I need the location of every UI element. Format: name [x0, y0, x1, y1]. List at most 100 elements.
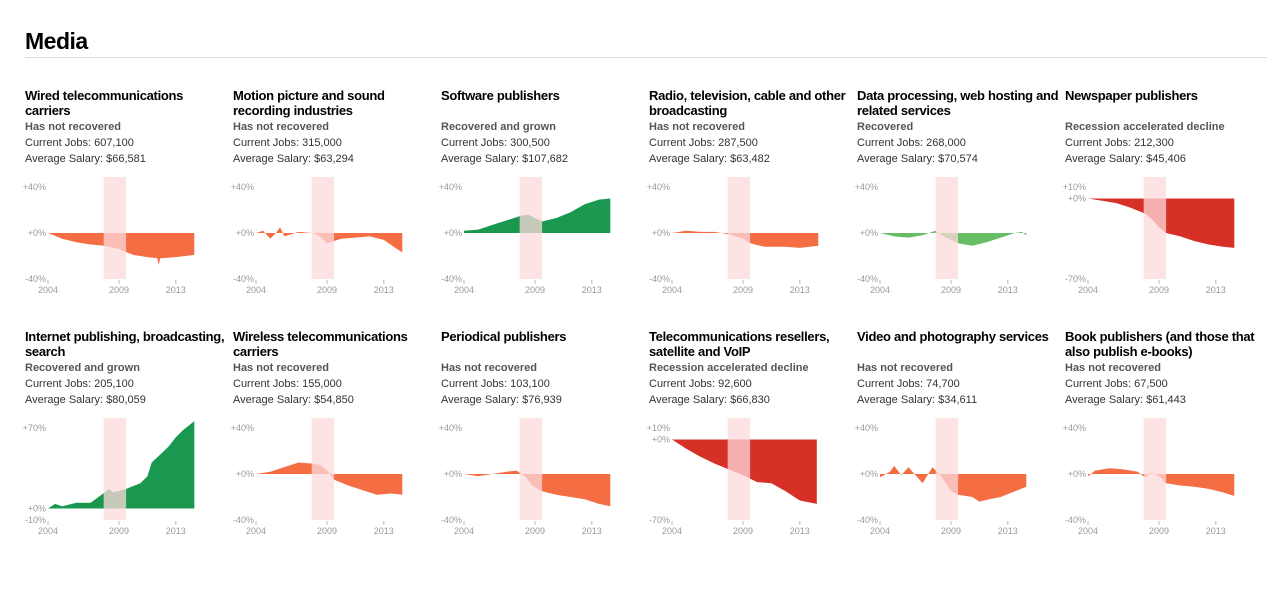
y-tick-label: +40%: [23, 182, 46, 192]
panel-title: Periodical publishers: [441, 329, 567, 344]
area-chart: +40% +0% -40%2004 2009 2013: [231, 418, 403, 536]
panel-title: Book publishers (and those that also pub…: [1065, 329, 1255, 359]
current-jobs: Current Jobs: 92,600: [649, 378, 752, 390]
average-salary: Average Salary: $45,406: [1065, 153, 1186, 165]
current-jobs: Current Jobs: 287,500: [649, 137, 758, 149]
area-chart: +40% +0% -40%2004 2009 2013: [647, 177, 819, 295]
panel-title: Radio, television, cable and other broad…: [649, 88, 846, 118]
panel-title: Wired telecommunications carriers: [25, 88, 184, 118]
recession-band: [103, 418, 127, 520]
x-tick-label: 2004: [870, 526, 890, 536]
job-change-area: [48, 421, 195, 509]
x-tick-label: 2004: [454, 285, 474, 295]
x-tick-label: 2009: [1149, 526, 1169, 536]
y-tick-label: +0%: [652, 228, 670, 238]
recession-band: [1143, 418, 1167, 520]
recovery-status: Has not recovered: [649, 121, 745, 133]
x-tick-label: 2013: [790, 526, 810, 536]
x-tick-label: 2009: [317, 526, 337, 536]
chart-panel: Motion picture and sound recording indus…: [231, 80, 438, 310]
job-change-area: [1088, 468, 1235, 496]
panel-title: Internet publishing, broadcasting, searc…: [25, 329, 225, 359]
y-tick-label: +0%: [860, 228, 878, 238]
y-tick-label: +0%: [444, 469, 462, 479]
x-tick-label: 2009: [941, 285, 961, 295]
panel-title: Newspaper publishers: [1065, 88, 1198, 103]
current-jobs: Current Jobs: 300,500: [441, 137, 550, 149]
recovery-status: Recovered and grown: [25, 362, 140, 374]
area-chart: +10% +0% -70%2004 2009 2013: [1063, 177, 1235, 295]
chart-panel: Video and photography services Has not re…: [855, 321, 1062, 551]
average-salary: Average Salary: $63,482: [649, 153, 770, 165]
x-tick-label: 2009: [1149, 285, 1169, 295]
chart-panel: Internet publishing, broadcasting, searc…: [23, 321, 230, 551]
y-tick-label: +0%: [28, 228, 46, 238]
x-tick-label: 2004: [246, 285, 266, 295]
y-tick-label: +40%: [231, 423, 254, 433]
panel-title: Wireless telecommunications carriers: [233, 329, 408, 359]
y-tick-label: +0%: [860, 469, 878, 479]
recession-band: [727, 177, 751, 279]
y-tick-label: +40%: [1063, 423, 1086, 433]
x-tick-label: 2013: [166, 526, 186, 536]
x-tick-label: 2009: [733, 526, 753, 536]
recovery-status: Recovered: [857, 121, 914, 133]
y-tick-label: +40%: [439, 423, 462, 433]
recovery-status: Has not recovered: [25, 121, 121, 133]
area-chart: +40% +0% -40%2004 2009 2013: [439, 177, 611, 295]
current-jobs: Current Jobs: 268,000: [857, 137, 966, 149]
y-tick-label: -40%: [1065, 515, 1086, 525]
job-change-area: [464, 470, 611, 507]
current-jobs: Current Jobs: 74,700: [857, 378, 960, 390]
recession-band: [935, 418, 959, 520]
x-tick-label: 2013: [790, 285, 810, 295]
area-chart: +40% +0% -40%2004 2009 2013: [231, 177, 403, 295]
current-jobs: Current Jobs: 315,000: [233, 137, 342, 149]
y-tick-label: +40%: [855, 182, 878, 192]
x-tick-label: 2013: [374, 285, 394, 295]
section-title: Media: [25, 28, 88, 54]
recession-band: [519, 418, 543, 520]
y-tick-label: +70%: [23, 423, 46, 433]
section-divider: [25, 57, 1267, 58]
area-chart: +40% +0% -40%2004 2009 2013: [855, 177, 1027, 295]
recession-band: [727, 418, 751, 520]
y-tick-label: +40%: [231, 182, 254, 192]
x-tick-label: 2009: [525, 285, 545, 295]
chart-panel: Radio, television, cable and other broad…: [647, 80, 854, 310]
average-salary: Average Salary: $70,574: [857, 153, 978, 165]
y-tick-label: -40%: [649, 274, 670, 284]
y-tick-label: -40%: [441, 515, 462, 525]
y-tick-label: +40%: [439, 182, 462, 192]
average-salary: Average Salary: $34,611: [857, 394, 978, 406]
chart-panel: Data processing, web hosting and related…: [855, 80, 1062, 310]
x-tick-label: 2004: [454, 526, 474, 536]
recovery-status: Has not recovered: [857, 362, 953, 374]
y-tick-label: +0%: [1068, 469, 1086, 479]
current-jobs: Current Jobs: 155,000: [233, 378, 342, 390]
x-tick-label: 2013: [374, 526, 394, 536]
y-tick-label: +0%: [1068, 194, 1086, 204]
y-tick-label: -70%: [1065, 274, 1086, 284]
y-tick-label: +0%: [28, 504, 46, 514]
current-jobs: Current Jobs: 205,100: [25, 378, 134, 390]
x-tick-label: 2013: [166, 285, 186, 295]
average-salary: Average Salary: $107,682: [441, 153, 568, 165]
recovery-status: Recession accelerated decline: [649, 362, 809, 374]
y-tick-label: +0%: [236, 469, 254, 479]
average-salary: Average Salary: $63,294: [233, 153, 354, 165]
chart-panel: Wired telecommunications carriers Has not…: [23, 80, 230, 310]
panel-title: Motion picture and sound recording indus…: [233, 88, 385, 118]
panel-title: Video and photography services: [857, 329, 1049, 344]
x-tick-label: 2004: [38, 285, 58, 295]
recession-band: [311, 418, 335, 520]
y-tick-label: -40%: [233, 515, 254, 525]
x-tick-label: 2013: [582, 526, 602, 536]
recovery-status: Has not recovered: [233, 121, 329, 133]
chart-panel: Telecommunications resellers, satellite …: [647, 321, 854, 551]
average-salary: Average Salary: $66,830: [649, 394, 770, 406]
recession-band: [1143, 177, 1167, 279]
y-tick-label: +0%: [236, 228, 254, 238]
chart-panel: Wireless telecommunications carriers Has …: [231, 321, 438, 551]
chart-panel: Newspaper publishers Recession accelerate…: [1063, 80, 1267, 310]
